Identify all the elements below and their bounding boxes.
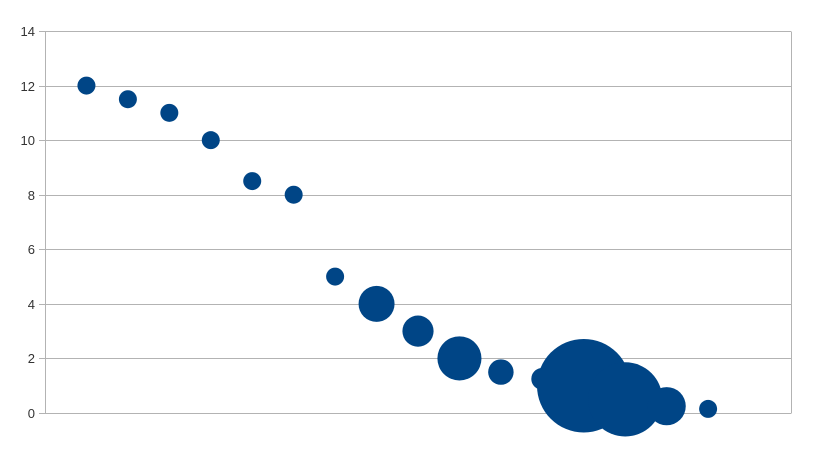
data-point — [647, 387, 686, 426]
y-tick-label: 6 — [28, 242, 35, 257]
y-tick-label: 14 — [21, 24, 35, 39]
data-point — [326, 267, 345, 286]
y-tick-label: 12 — [21, 79, 35, 94]
y-tick-label: 8 — [28, 188, 35, 203]
y-axis: 0 2 4 6 8 10 12 14 — [21, 24, 35, 421]
data-point — [588, 362, 663, 437]
data-points — [77, 76, 718, 437]
data-point — [699, 399, 718, 418]
gridlines — [39, 31, 792, 414]
data-point — [284, 185, 303, 204]
data-point — [201, 131, 220, 150]
y-tick-label: 2 — [28, 351, 35, 366]
data-point — [437, 336, 482, 381]
y-tick-label: 4 — [28, 297, 35, 312]
y-tick-label: 0 — [28, 406, 35, 421]
y-tick-label: 10 — [21, 133, 35, 148]
data-point — [402, 315, 434, 347]
data-point — [118, 90, 137, 109]
data-point — [488, 359, 514, 385]
data-point — [243, 172, 262, 191]
data-point — [160, 103, 179, 122]
data-point — [77, 76, 96, 95]
data-point — [358, 285, 395, 322]
